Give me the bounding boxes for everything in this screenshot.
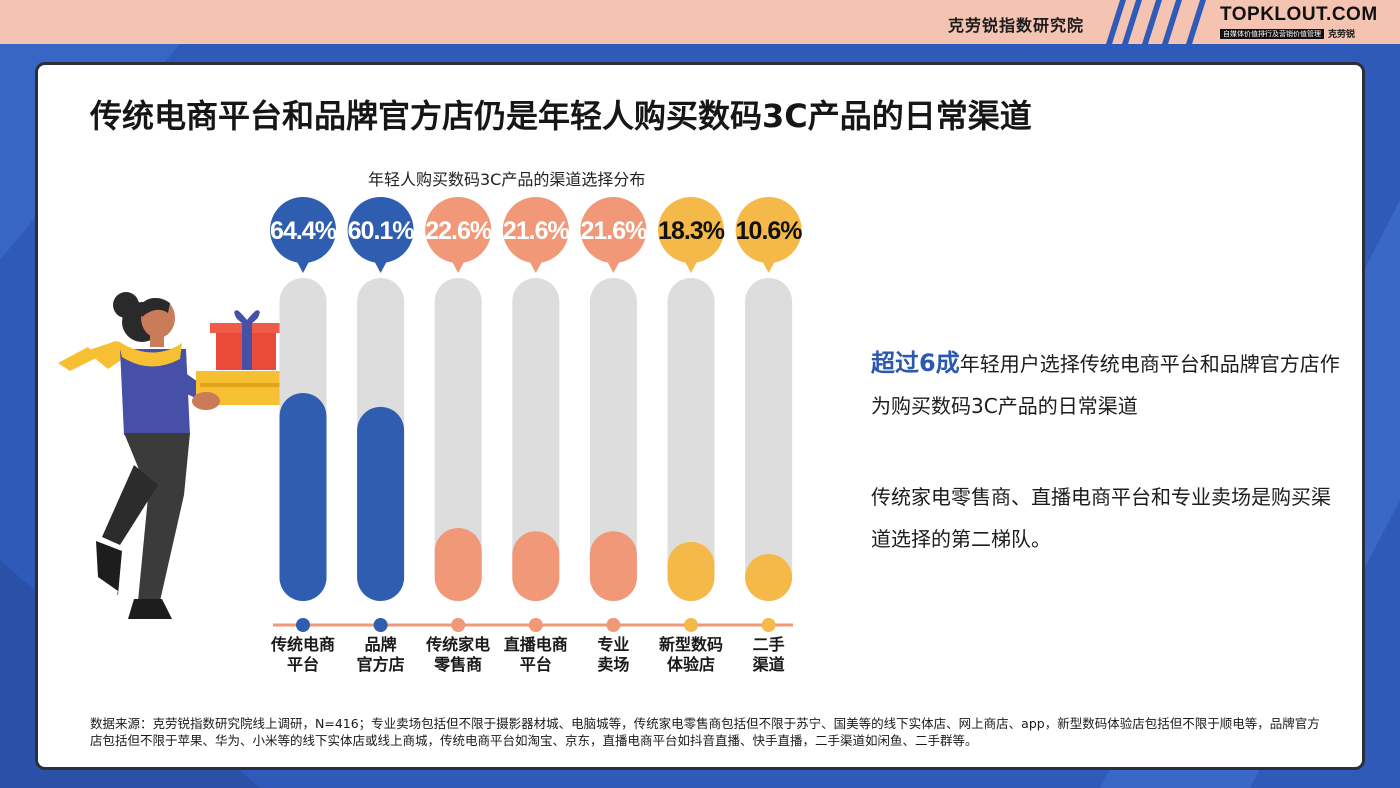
bar-track xyxy=(512,278,560,601)
data-label: 18.3% xyxy=(658,217,725,245)
category-label-line: 直播电商 xyxy=(503,635,568,654)
person-with-gifts-illustration xyxy=(58,292,282,625)
bar-track xyxy=(667,278,715,601)
axis-dot xyxy=(528,618,543,632)
decorative-stripes xyxy=(1106,0,1206,44)
description-line1-rest: 年轻用户选择传统电商平台和品牌官方店作为购买数码3C产品的日常渠道 xyxy=(871,352,1340,418)
data-label-bubble xyxy=(425,197,492,263)
brand-block: TOPKLOUT.COM 自媒体价值排行及营销价值管理 克劳锐 xyxy=(1220,5,1392,41)
bar-5 xyxy=(667,541,715,601)
data-label-bubble xyxy=(502,197,569,263)
axis-dot xyxy=(684,618,698,632)
axis-dot xyxy=(373,618,388,632)
bar-1 xyxy=(357,406,405,601)
data-label-bubble-tail xyxy=(527,258,544,273)
category-label-line: 传统家电 xyxy=(426,635,491,654)
category-label-line: 二手 xyxy=(752,635,785,654)
axis-dot xyxy=(451,618,466,632)
brand-tagline: 自媒体价值排行及营销价值管理 xyxy=(1220,28,1324,39)
data-label: 22.6% xyxy=(425,217,492,245)
data-label-bubble xyxy=(347,197,414,263)
category-label-line: 体验店 xyxy=(666,655,715,674)
category-label-line: 零售商 xyxy=(434,655,483,674)
bar-track xyxy=(434,278,482,601)
category-label-line: 卖场 xyxy=(597,655,630,674)
category-label-line: 传统电商 xyxy=(270,635,335,654)
category-label-line: 渠道 xyxy=(752,655,785,674)
category-label: 专业 卖场 xyxy=(566,635,660,675)
category-label-line: 官方店 xyxy=(356,655,405,674)
axis-dot xyxy=(761,618,776,632)
brand-logo: TOPKLOUT.COM xyxy=(1220,4,1378,25)
axis-dot xyxy=(296,618,310,632)
bar-4 xyxy=(589,531,637,601)
data-label: 21.6% xyxy=(503,217,570,245)
data-source-footnote: 数据来源：克劳锐指数研究院线上调研，N=416；专业卖场包括但不限于摄影器材城、… xyxy=(90,716,1320,748)
category-label-line: 新型数码 xyxy=(658,635,723,654)
data-label-bubble xyxy=(580,197,647,263)
category-label: 品牌 官方店 xyxy=(334,635,428,675)
data-label-bubble xyxy=(658,197,724,263)
category-label: 二手 渠道 xyxy=(722,635,816,675)
data-label-bubble-tail xyxy=(760,258,777,273)
bar-track xyxy=(589,278,637,601)
data-label-bubble-tail xyxy=(605,258,622,273)
data-label: 60.1% xyxy=(348,217,415,245)
category-label-line: 品牌 xyxy=(364,635,397,654)
category-label: 传统家电 零售商 xyxy=(411,635,505,675)
description-highlight: 超过6成 xyxy=(871,349,960,377)
data-label-bubble xyxy=(735,197,802,263)
bar-2 xyxy=(434,528,482,601)
category-label-line: 平台 xyxy=(519,655,552,674)
axis-dot xyxy=(606,618,621,632)
chart-title: 年轻人购买数码3C产品的渠道选择分布 xyxy=(368,170,646,189)
bar-3 xyxy=(512,531,560,601)
category-label: 直播电商 平台 xyxy=(489,635,583,675)
chart-plot-area: 64.4% 60.1% 22.6% 21.6% 21.6% 18.3% 10.6% xyxy=(270,197,803,632)
category-label-line: 平台 xyxy=(286,655,319,674)
category-label-line: 专业 xyxy=(597,635,630,654)
data-label-bubble-tail xyxy=(450,258,467,273)
data-label-bubble-tail xyxy=(295,258,311,273)
data-label: 21.6% xyxy=(580,217,647,245)
description-paragraph-1: 超过6成年轻用户选择传统电商平台和品牌官方店作为购买数码3C产品的日常渠道 xyxy=(871,342,1341,427)
data-label: 10.6% xyxy=(736,217,803,245)
bar-track xyxy=(745,278,793,601)
description-paragraph-2: 传统家电零售商、直播电商平台和专业卖场是购买渠道选择的第二梯队。 xyxy=(871,485,1331,551)
content-card: 传统电商平台和品牌官方店仍是年轻人购买数码3C产品的日常渠道 年轻人购买数码3C… xyxy=(35,62,1365,770)
data-label-bubble xyxy=(270,197,336,263)
brand-cn: 克劳锐 xyxy=(1328,30,1356,40)
data-label: 64.4% xyxy=(270,217,337,245)
data-label-bubble-tail xyxy=(372,258,389,273)
top-bar: 克劳锐指数研究院 TOPKLOUT.COM 自媒体价值排行及营销价值管理 克劳锐 xyxy=(0,0,1400,44)
page-title: 传统电商平台和品牌官方店仍是年轻人购买数码3C产品的日常渠道 xyxy=(90,97,1032,135)
category-label: 新型数码 体验店 xyxy=(644,635,738,675)
data-label-bubble-tail xyxy=(683,258,699,273)
org-name: 克劳锐指数研究院 xyxy=(947,16,1084,35)
bar-chart: 64.4% 60.1% 22.6% 21.6% 21.6% 18.3% 10.6% xyxy=(58,197,803,632)
category-label: 传统电商 平台 xyxy=(256,635,350,675)
bar-6 xyxy=(745,554,793,601)
bar-0 xyxy=(279,392,327,601)
